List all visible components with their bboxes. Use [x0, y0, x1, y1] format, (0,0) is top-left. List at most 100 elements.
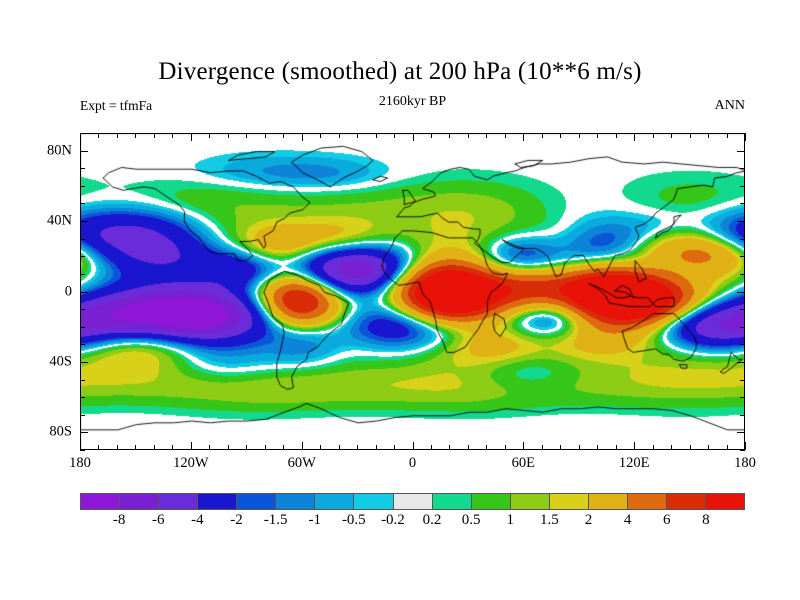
axis-tick — [740, 379, 745, 381]
colorbar-tick-label: 1.5 — [540, 512, 559, 528]
axis-tick — [246, 445, 248, 450]
colorbar-tick-label: -1.5 — [263, 512, 288, 528]
axis-tick — [467, 445, 469, 450]
axis-tick — [740, 450, 745, 451]
x-axis-tick-label: 60E — [511, 455, 536, 471]
y-axis-tick-label: 0 — [64, 283, 72, 299]
axis-tick — [541, 133, 543, 138]
colorbar-tick-label: 1 — [506, 512, 515, 528]
axis-tick — [740, 168, 745, 170]
colorbar-swatch — [470, 494, 510, 509]
axis-tick — [338, 133, 340, 138]
axis-tick — [740, 309, 745, 311]
axis-tick — [726, 445, 728, 450]
axis-tick — [652, 133, 654, 138]
axis-tick — [80, 379, 85, 381]
axis-tick — [578, 445, 580, 450]
axis-tick — [80, 397, 85, 399]
colorbar-swatch — [548, 494, 588, 509]
axis-tick — [375, 445, 377, 450]
axis-tick — [80, 450, 85, 451]
axis-tick — [504, 445, 506, 450]
axis-tick — [597, 133, 599, 138]
y-axis-tick-label: 40S — [49, 353, 72, 370]
colorbar-swatch — [353, 494, 393, 509]
experiment-label: Expt = tfmFa — [80, 98, 153, 113]
axis-tick — [80, 133, 81, 141]
colorbar-swatch — [705, 494, 745, 509]
x-axis-tick-label: 120W — [173, 455, 209, 471]
colorbar-swatch — [509, 494, 549, 509]
y-axis-tick-label: 80S — [49, 423, 72, 440]
colorbar-swatch — [587, 494, 627, 509]
axis-tick — [740, 203, 745, 205]
colorbar-swatch — [392, 494, 432, 509]
axis-tick — [467, 133, 469, 138]
x-axis-tick-label: 180 — [69, 455, 91, 471]
colorbar — [80, 493, 745, 510]
axis-tick — [560, 133, 562, 138]
axis-tick — [394, 133, 396, 138]
axis-tick — [80, 256, 85, 258]
axis-tick — [740, 273, 745, 275]
axis-tick — [80, 273, 85, 275]
axis-tick — [486, 133, 488, 138]
axis-tick — [745, 133, 746, 141]
axis-tick — [689, 133, 691, 138]
colorbar-tick-label: -2 — [230, 512, 243, 528]
axis-tick — [597, 445, 599, 450]
axis-tick — [80, 203, 85, 205]
x-axis-tick-label: 180 — [734, 455, 756, 471]
axis-tick — [740, 185, 745, 187]
colorbar-tick-label: -6 — [151, 512, 165, 528]
colorbar-swatch — [236, 494, 276, 509]
axis-tick — [671, 445, 673, 450]
colorbar-swatch — [665, 494, 705, 509]
divergence-field-map — [81, 134, 744, 449]
axis-tick — [320, 133, 322, 138]
colorbar-tick-label: 2 — [584, 512, 593, 528]
map-plot-area — [80, 133, 745, 450]
colorbar-tick-label: -1 — [308, 512, 321, 528]
axis-tick — [634, 442, 636, 450]
axis-tick — [80, 361, 88, 363]
axis-tick — [116, 133, 118, 138]
axis-tick — [740, 256, 745, 258]
axis-tick — [541, 445, 543, 450]
axis-tick — [80, 432, 88, 434]
axis-tick — [116, 445, 118, 450]
axis-tick — [375, 133, 377, 138]
axis-tick — [578, 133, 580, 138]
axis-tick — [209, 133, 211, 138]
axis-tick — [283, 445, 285, 450]
axis-tick — [80, 291, 88, 293]
colorbar-tick-label: 8 — [702, 512, 710, 528]
axis-tick — [504, 133, 506, 138]
axis-tick — [412, 133, 414, 141]
axis-tick — [708, 445, 710, 450]
axis-tick — [726, 133, 728, 138]
colorbar-tick-label: 0.5 — [461, 512, 481, 528]
axis-tick — [98, 445, 100, 450]
x-axis-tick-label: 0 — [408, 455, 417, 471]
axis-tick — [80, 168, 85, 170]
axis-tick — [740, 133, 745, 134]
axis-tick — [523, 442, 525, 450]
axis-tick — [80, 221, 88, 223]
axis-tick — [430, 445, 432, 450]
axis-tick — [740, 414, 745, 416]
axis-tick — [301, 133, 303, 141]
axis-tick — [708, 133, 710, 138]
axis-tick — [449, 133, 451, 138]
season-label: ANN — [714, 98, 745, 113]
axis-tick — [153, 133, 155, 138]
colorbar-tick-label: 0.2 — [422, 512, 442, 528]
axis-tick — [283, 133, 285, 138]
axis-tick — [737, 150, 745, 152]
x-axis-tick-label: 120E — [618, 455, 650, 471]
axis-tick — [80, 150, 88, 152]
axis-tick — [80, 133, 85, 134]
axis-tick — [394, 445, 396, 450]
colorbar-tick-labels: -8 -6 -4 -2 -1.5 -1 -0.5 -0.2 0.2 0.5 1 1.5 2 4 6 8 — [80, 512, 745, 536]
